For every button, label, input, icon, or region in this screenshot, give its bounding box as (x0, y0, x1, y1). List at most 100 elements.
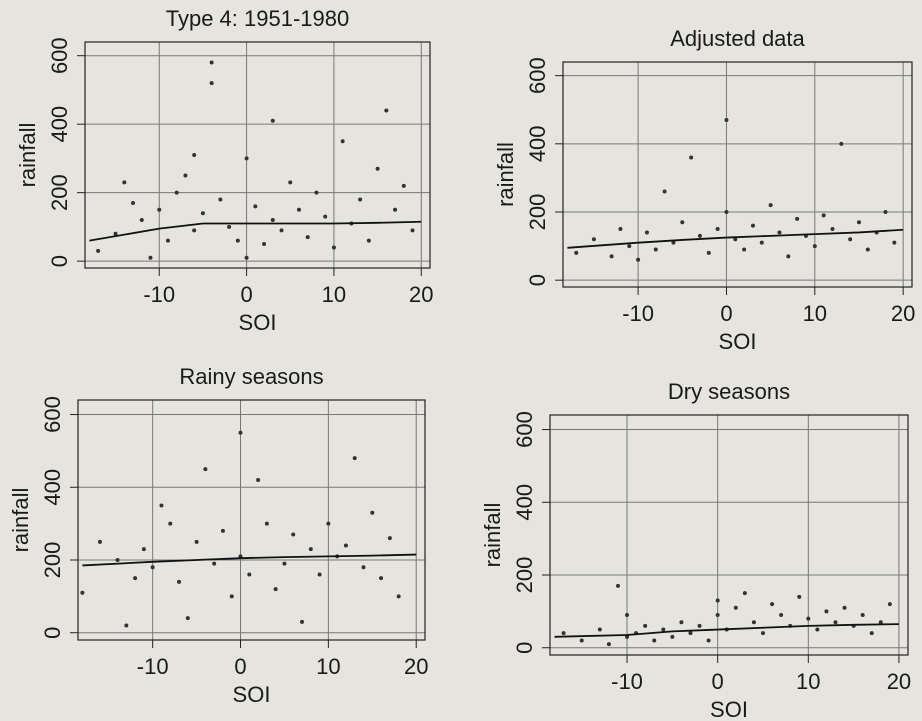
x-axis-label: SOI (719, 329, 757, 354)
trend-line (89, 220, 422, 242)
point (366, 238, 371, 243)
plot-frame (549, 414, 909, 656)
trend-line (554, 623, 899, 638)
point (706, 638, 711, 643)
x-tick-label: 10 (803, 301, 827, 326)
point (830, 227, 835, 232)
point (122, 180, 127, 185)
point (824, 609, 829, 614)
point (842, 605, 847, 610)
point (750, 223, 755, 228)
point (759, 240, 764, 245)
y-tick-label: 200 (512, 557, 537, 594)
point (680, 220, 685, 225)
point (689, 155, 694, 160)
x-axis-label: SOI (710, 697, 748, 721)
y-tick-label: 400 (47, 106, 72, 143)
y-tick-label: 400 (40, 469, 65, 506)
point (579, 638, 584, 643)
y-tick-label: 200 (525, 194, 550, 231)
point (375, 166, 380, 171)
point (742, 591, 747, 596)
point (795, 216, 800, 221)
point (839, 141, 844, 146)
point (387, 536, 392, 541)
point (185, 616, 190, 621)
point (194, 539, 199, 544)
point (340, 139, 345, 144)
y-axis-label: rainfall (480, 503, 505, 568)
point (139, 218, 144, 223)
point (133, 576, 138, 581)
point (591, 237, 596, 242)
point (561, 631, 566, 636)
point (812, 244, 817, 249)
x-tick-label: 0 (720, 301, 732, 326)
point (238, 430, 243, 435)
point (733, 605, 738, 610)
x-tick-label: -10 (143, 282, 175, 307)
point (706, 250, 711, 255)
point (865, 247, 870, 252)
point (661, 627, 666, 632)
y-tick-label: 0 (525, 274, 550, 286)
y-tick-label: 0 (47, 255, 72, 267)
point (643, 623, 648, 628)
y-tick-label: 200 (47, 174, 72, 211)
point (860, 613, 865, 617)
point (131, 200, 136, 205)
point (878, 620, 883, 625)
point (279, 228, 284, 233)
point (305, 235, 310, 240)
point (606, 642, 611, 647)
x-tick-label: 20 (891, 301, 915, 326)
point (165, 238, 170, 243)
y-axis-label: rainfall (493, 142, 518, 207)
point (679, 620, 684, 625)
y-tick-label: 200 (40, 542, 65, 579)
point (174, 190, 179, 195)
point (644, 230, 649, 235)
point (786, 254, 791, 259)
point (270, 218, 275, 223)
x-tick-label: 0 (240, 282, 252, 307)
x-tick-label: -10 (611, 669, 643, 694)
point (688, 631, 693, 636)
y-tick-label: 400 (512, 484, 537, 521)
point (401, 183, 406, 188)
point (253, 204, 258, 209)
point (220, 528, 225, 533)
point (203, 467, 208, 472)
point (815, 627, 820, 632)
point (113, 231, 118, 236)
x-tick-label: 10 (322, 282, 346, 307)
point (625, 613, 630, 617)
point (662, 189, 667, 194)
point (779, 613, 784, 617)
point (262, 242, 267, 247)
point (314, 190, 319, 195)
point (323, 214, 328, 219)
x-tick-label: 10 (316, 654, 340, 679)
point (636, 257, 641, 262)
point (308, 547, 313, 552)
point (244, 156, 249, 161)
point (370, 510, 375, 515)
point (574, 250, 579, 255)
point (200, 211, 205, 216)
point (384, 108, 389, 113)
point (326, 521, 331, 526)
x-tick-label: 20 (404, 654, 428, 679)
point (192, 153, 197, 157)
point (270, 118, 275, 123)
x-tick-label: 10 (796, 669, 820, 694)
y-tick-label: 0 (40, 627, 65, 639)
point (150, 565, 155, 570)
point (715, 613, 720, 617)
point (273, 587, 278, 592)
point (157, 207, 162, 212)
point (296, 207, 301, 212)
x-tick-label: 20 (887, 669, 911, 694)
point (244, 255, 249, 260)
